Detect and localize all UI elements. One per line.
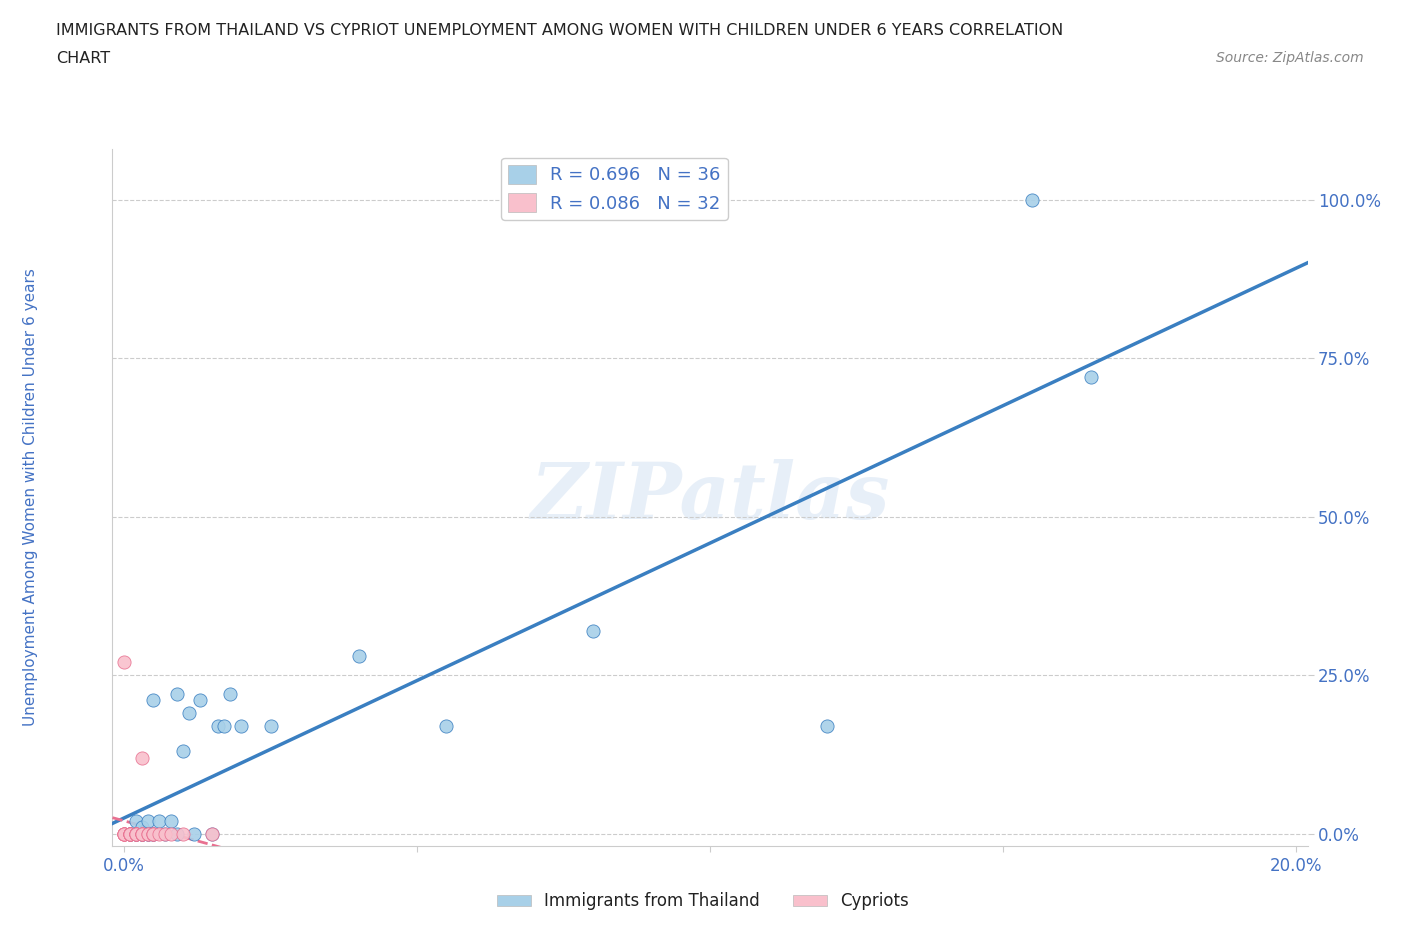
- Text: Source: ZipAtlas.com: Source: ZipAtlas.com: [1216, 51, 1364, 65]
- Point: [131, 826, 153, 841]
- Point: [120, 826, 141, 841]
- Point: [136, 826, 159, 841]
- Point: [1080, 369, 1102, 384]
- Point: [142, 826, 165, 841]
- Point: [131, 826, 153, 841]
- Legend: Immigrants from Thailand, Cypriots: Immigrants from Thailand, Cypriots: [491, 885, 915, 917]
- Point: [177, 706, 200, 721]
- Point: [259, 718, 281, 733]
- Point: [112, 826, 135, 841]
- Point: [112, 655, 135, 670]
- Point: [131, 820, 153, 835]
- Point: [212, 718, 235, 733]
- Point: [815, 718, 838, 733]
- Point: [112, 826, 135, 841]
- Point: [120, 826, 141, 841]
- Point: [125, 826, 148, 841]
- Point: [172, 826, 194, 841]
- Text: IMMIGRANTS FROM THAILAND VS CYPRIOT UNEMPLOYMENT AMONG WOMEN WITH CHILDREN UNDER: IMMIGRANTS FROM THAILAND VS CYPRIOT UNEM…: [56, 23, 1063, 38]
- Text: CHART: CHART: [56, 51, 110, 66]
- Point: [131, 826, 153, 841]
- Point: [125, 826, 148, 841]
- Point: [142, 826, 165, 841]
- Point: [131, 826, 153, 841]
- Point: [125, 826, 148, 841]
- Point: [112, 826, 135, 841]
- Point: [120, 826, 141, 841]
- Legend: R = 0.696   N = 36, R = 0.086   N = 32: R = 0.696 N = 36, R = 0.086 N = 32: [502, 158, 727, 220]
- Point: [148, 826, 170, 841]
- Point: [131, 826, 153, 841]
- Point: [207, 718, 229, 733]
- Point: [172, 744, 194, 759]
- Point: [125, 826, 148, 841]
- Point: [125, 814, 148, 829]
- Point: [142, 826, 165, 841]
- Point: [142, 826, 165, 841]
- Point: [166, 686, 188, 701]
- Point: [120, 826, 141, 841]
- Point: [142, 826, 165, 841]
- Point: [136, 826, 159, 841]
- Point: [201, 826, 224, 841]
- Point: [231, 718, 253, 733]
- Point: [166, 826, 188, 841]
- Point: [160, 814, 183, 829]
- Point: [131, 751, 153, 765]
- Point: [142, 693, 165, 708]
- Point: [183, 826, 205, 841]
- Point: [120, 826, 141, 841]
- Point: [125, 826, 148, 841]
- Text: Unemployment Among Women with Children Under 6 years: Unemployment Among Women with Children U…: [24, 269, 38, 726]
- Point: [160, 826, 183, 841]
- Point: [347, 648, 370, 663]
- Point: [131, 826, 153, 841]
- Point: [153, 826, 177, 841]
- Point: [136, 826, 159, 841]
- Text: ZIPatlas: ZIPatlas: [530, 459, 890, 536]
- Point: [218, 686, 240, 701]
- Point: [112, 826, 135, 841]
- Point: [153, 826, 177, 841]
- Point: [131, 826, 153, 841]
- Point: [136, 826, 159, 841]
- Point: [120, 826, 141, 841]
- Point: [125, 826, 148, 841]
- Point: [125, 826, 148, 841]
- Point: [120, 826, 141, 841]
- Point: [112, 826, 135, 841]
- Point: [188, 693, 211, 708]
- Point: [201, 826, 224, 841]
- Point: [136, 814, 159, 829]
- Point: [1021, 193, 1043, 207]
- Point: [148, 814, 170, 829]
- Point: [434, 718, 457, 733]
- Point: [120, 826, 141, 841]
- Point: [582, 623, 605, 638]
